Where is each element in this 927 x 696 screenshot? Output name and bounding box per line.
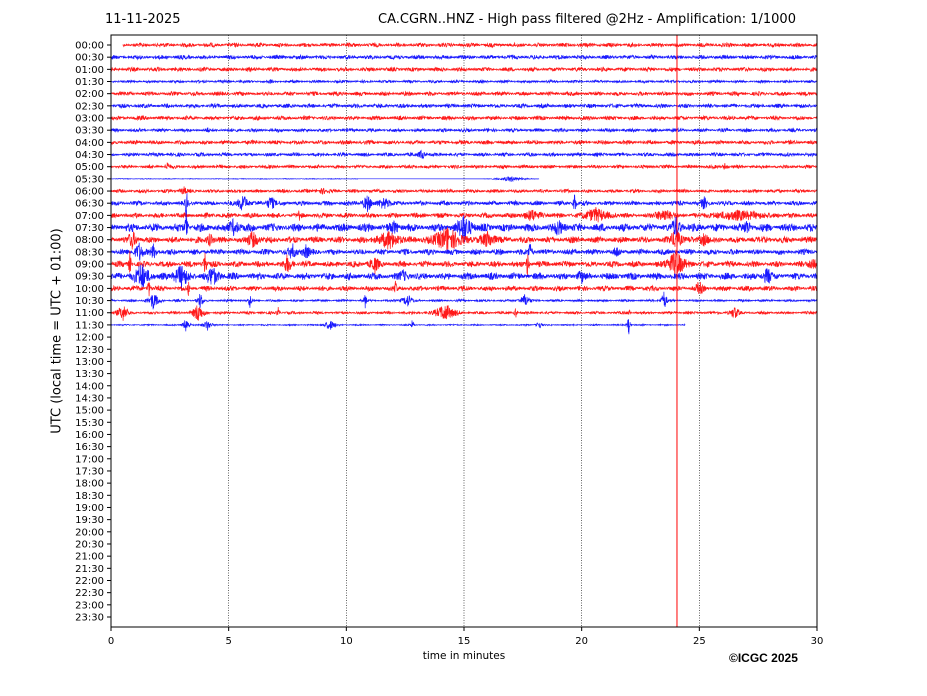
x-tick-label: 15 xyxy=(458,636,471,647)
y-tick-label: 02:00 xyxy=(75,89,104,100)
x-tick-label: 5 xyxy=(225,636,231,647)
y-tick-label: 00:00 xyxy=(75,41,104,52)
y-tick-label: 23:30 xyxy=(75,613,104,624)
y-tick-label: 15:00 xyxy=(75,406,104,417)
x-axis-label: time in minutes xyxy=(422,650,506,662)
y-tick-label: 12:00 xyxy=(75,333,104,344)
y-tick-label: 20:30 xyxy=(75,539,104,550)
seismic-trace-0200 xyxy=(110,90,817,98)
plot-frame xyxy=(110,34,818,628)
seismic-trace-0400 xyxy=(110,138,818,146)
y-tick-label: 15:30 xyxy=(75,418,104,429)
y-tick-label: 07:30 xyxy=(75,223,104,234)
seismic-trace-1030 xyxy=(110,291,818,310)
y-tick-label: 05:00 xyxy=(75,162,104,173)
y-tick-label: 19:30 xyxy=(75,515,104,526)
y-tick-label: 23:00 xyxy=(75,600,104,611)
seismic-trace-0330 xyxy=(110,127,818,134)
y-tick-label: 18:00 xyxy=(75,479,104,490)
seismic-trace-1100 xyxy=(110,305,818,321)
y-tick-label: 22:30 xyxy=(75,588,104,599)
x-tick-label: 10 xyxy=(340,636,353,647)
seismic-trace-0900 xyxy=(110,249,818,277)
copyright: ©ICGC 2025 xyxy=(729,651,798,665)
y-tick-label: 22:00 xyxy=(75,576,104,587)
y-tick-label: 08:30 xyxy=(75,247,104,258)
y-tick-label: 03:30 xyxy=(75,126,104,137)
y-tick-label: 04:30 xyxy=(75,150,104,161)
y-tick-label: 06:00 xyxy=(75,187,104,198)
y-tick-label: 05:30 xyxy=(75,174,104,185)
y-tick-label: 20:00 xyxy=(75,527,104,538)
y-tick-label: 11:30 xyxy=(75,320,104,331)
y-tick-label: 19:00 xyxy=(75,503,104,514)
y-tick-label: 03:00 xyxy=(75,114,104,125)
seismic-trace-1130 xyxy=(110,319,686,335)
y-tick-label: 18:30 xyxy=(75,491,104,502)
seismic-trace-1000 xyxy=(110,280,818,297)
y-tick-label: 09:00 xyxy=(75,260,104,271)
y-tick-label: 02:30 xyxy=(75,101,104,112)
y-tick-label: 01:30 xyxy=(75,77,104,88)
y-tick-label: 00:30 xyxy=(75,53,104,64)
x-tick-label: 30 xyxy=(811,636,824,647)
y-tick-label: 10:00 xyxy=(75,284,104,295)
x-tick-label: 25 xyxy=(693,636,706,647)
y-tick-label: 17:00 xyxy=(75,454,104,465)
seismic-trace-0130 xyxy=(110,78,817,85)
seismic-trace-0030 xyxy=(110,53,818,61)
y-axis-label: UTC (local time = UTC + 01:00) xyxy=(49,228,65,434)
seismic-trace-0230 xyxy=(110,102,818,110)
seismic-trace-0700 xyxy=(110,206,818,223)
x-tick-label: 20 xyxy=(575,636,588,647)
seismic-trace-0300 xyxy=(110,114,818,122)
chart-title: CA.CGRN..HNZ - High pass filtered @2Hz -… xyxy=(378,12,796,27)
y-tick-label: 14:30 xyxy=(75,393,104,404)
y-tick-label: 04:00 xyxy=(75,138,104,149)
y-tick-label: 08:00 xyxy=(75,235,104,246)
seismic-trace-0500 xyxy=(110,162,818,170)
y-tick-label: 17:30 xyxy=(75,466,104,477)
seismic-trace-0530 xyxy=(111,176,540,183)
y-tick-label: 13:30 xyxy=(75,369,104,380)
seismic-trace-0830 xyxy=(110,242,818,261)
y-tick-label: 01:00 xyxy=(75,65,104,76)
seismic-trace-0600 xyxy=(110,186,817,195)
y-tick-label: 09:30 xyxy=(75,272,104,283)
seismic-trace-0000 xyxy=(122,41,818,49)
seismic-trace-0100 xyxy=(110,66,818,73)
seismic-trace-0730 xyxy=(110,211,818,243)
seismic-trace-0800 xyxy=(110,227,818,252)
seismic-trace-0430 xyxy=(110,149,818,160)
y-tick-label: 14:00 xyxy=(75,381,104,392)
y-tick-label: 16:00 xyxy=(75,430,104,441)
y-tick-label: 10:30 xyxy=(75,296,104,307)
y-tick-label: 21:00 xyxy=(75,552,104,563)
seismic-trace-0630 xyxy=(110,193,818,218)
y-tick-label: 12:30 xyxy=(75,345,104,356)
y-tick-label: 11:00 xyxy=(75,308,104,319)
y-tick-label: 06:30 xyxy=(75,199,104,210)
y-tick-label: 16:30 xyxy=(75,442,104,453)
chart-date: 11-11-2025 xyxy=(105,12,181,27)
y-tick-label: 13:00 xyxy=(75,357,104,368)
seismic-trace-0930 xyxy=(110,264,818,291)
y-tick-label: 07:00 xyxy=(75,211,104,222)
y-tick-label: 21:30 xyxy=(75,564,104,575)
x-tick-label: 0 xyxy=(108,636,114,647)
